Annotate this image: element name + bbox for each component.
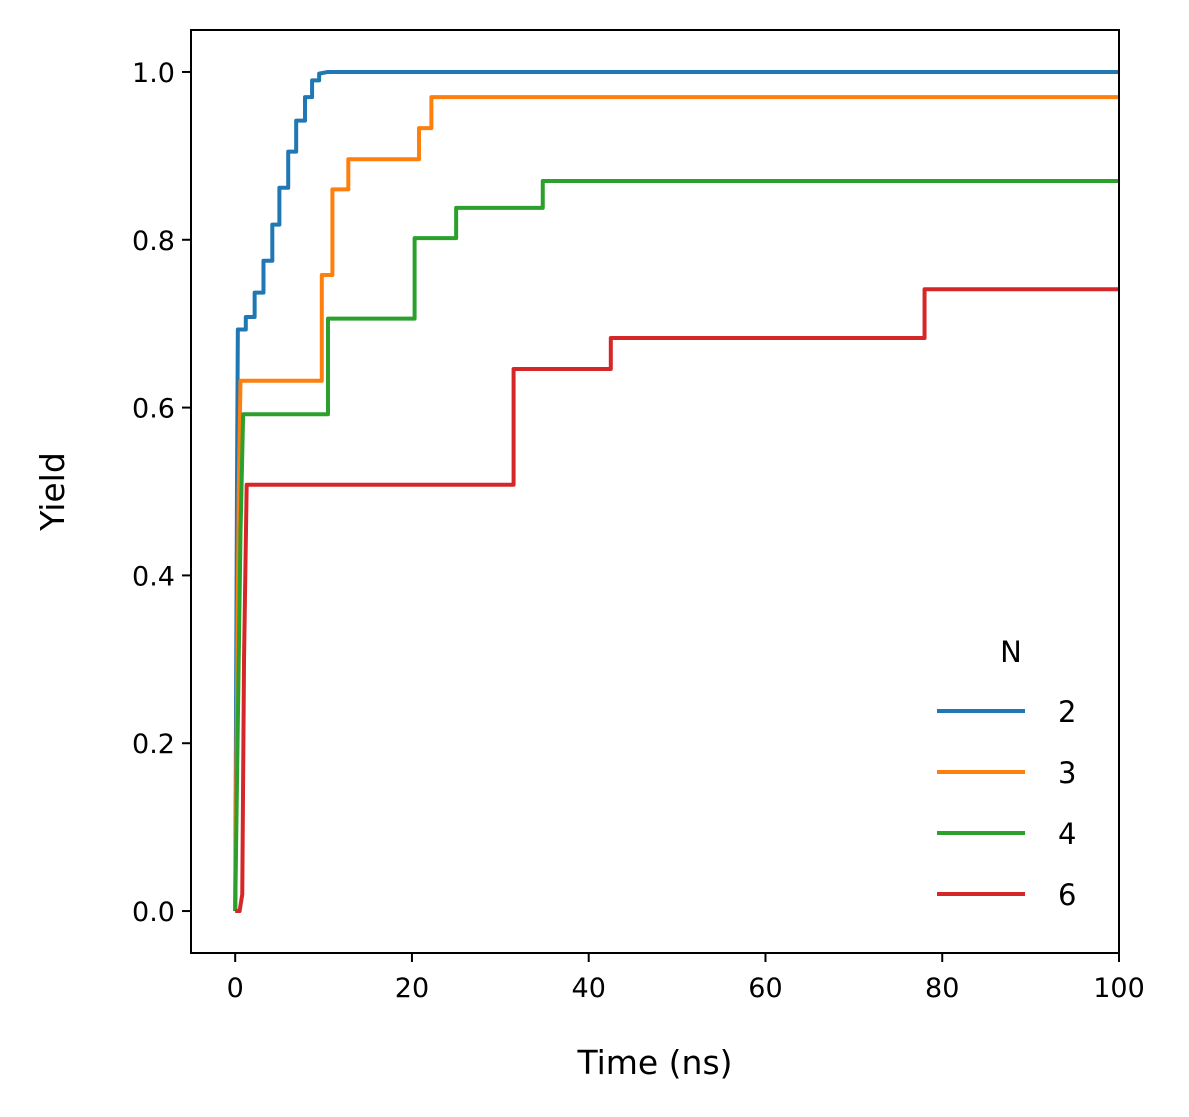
legend-title: N (1000, 635, 1022, 669)
y-tick-label: 1.0 (132, 58, 175, 89)
y-tick-label: 0.8 (132, 226, 175, 257)
legend: N 2 3 4 6 (937, 635, 1076, 912)
x-tick-label: 20 (395, 973, 429, 1004)
legend-label-4: 4 (1058, 817, 1076, 851)
y-axis-label: Yield (33, 452, 72, 532)
x-tick-label: 80 (925, 973, 959, 1004)
y-tick-label: 0.2 (132, 729, 175, 760)
y-tick-label: 0.0 (132, 897, 175, 928)
x-tick-label: 100 (1093, 973, 1145, 1004)
ticks-layer: 0 20 40 60 80 100 0.0 0.2 0.4 0.6 0.8 1.0 (132, 58, 1145, 1004)
x-axis-label: Time (ns) (576, 1043, 732, 1082)
x-tick-label: 40 (572, 973, 606, 1004)
series-line-2 (233, 69, 1119, 912)
y-tick-label: 0.6 (132, 394, 175, 425)
legend-label-2: 2 (1058, 695, 1076, 729)
series-line-3 (233, 95, 1119, 912)
series-line-6 (235, 287, 1119, 914)
x-tick-label: 60 (748, 973, 782, 1004)
legend-label-3: 3 (1058, 756, 1076, 790)
series-layer (233, 69, 1119, 914)
y-tick-label: 0.4 (132, 561, 175, 592)
plot-frame (190, 29, 1120, 954)
legend-label-6: 6 (1058, 878, 1076, 912)
x-tick-label: 0 (227, 973, 244, 1004)
series-line-4 (233, 179, 1119, 912)
